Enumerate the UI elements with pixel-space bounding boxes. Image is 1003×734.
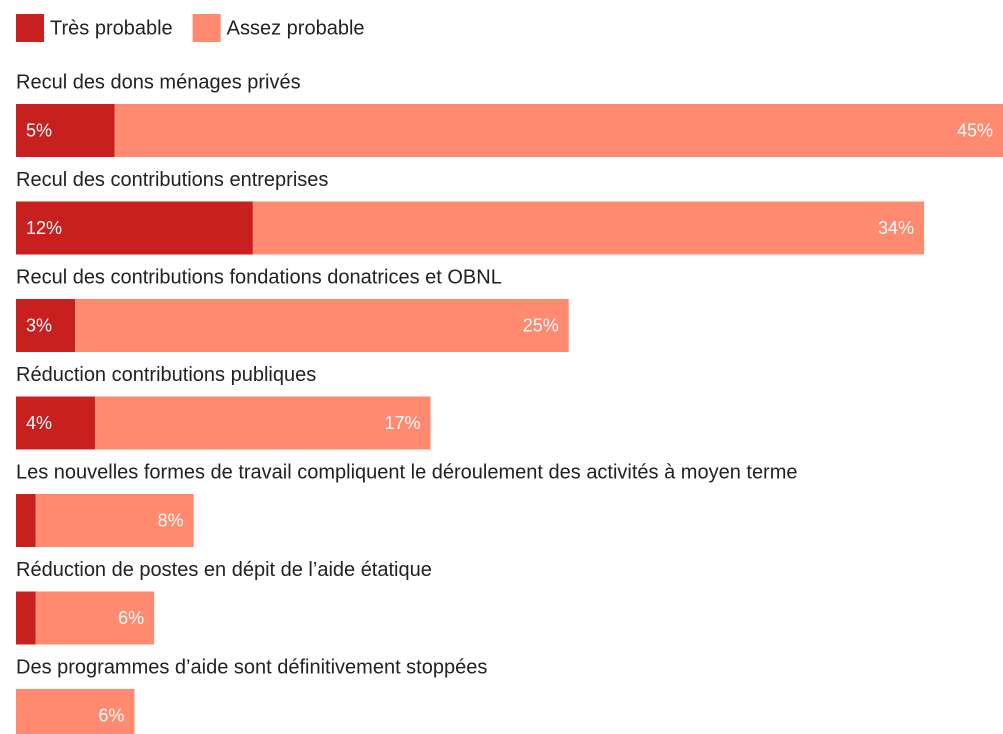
legend-label: Assez probable: [227, 17, 365, 39]
bar-segment: [16, 104, 115, 157]
category-label: Réduction contributions publiques: [16, 364, 316, 386]
bar-segment: [35, 494, 194, 547]
legend-label: Très probable: [50, 17, 173, 39]
bar-segment: [94, 396, 431, 450]
bar-segment: [16, 591, 36, 645]
category-label: Recul des contributions fondations donat…: [16, 266, 502, 288]
value-label: 5%: [26, 120, 52, 140]
bar-segment: [75, 299, 569, 352]
bar-segment: [16, 201, 253, 255]
value-label: 8%: [158, 510, 184, 530]
bar-segment: [114, 104, 1003, 157]
bar-segment: [16, 494, 36, 547]
value-label: 17%: [385, 413, 421, 433]
category-label: Recul des dons ménages privés: [16, 71, 301, 93]
legend-swatch: [16, 14, 44, 42]
value-label: 25%: [523, 315, 559, 335]
value-label: 6%: [98, 705, 124, 725]
value-label: 12%: [26, 218, 62, 238]
value-label: 4%: [26, 413, 52, 433]
category-label: Réduction de postes en dépit de l’aide é…: [16, 559, 432, 581]
category-label: Recul des contributions entreprises: [16, 169, 328, 191]
value-label: 45%: [957, 120, 993, 140]
category-label: Des programmes d’aide sont définitivemen…: [16, 656, 487, 678]
bar-segment: [16, 299, 76, 352]
bar-segment: [252, 201, 925, 255]
value-label: 34%: [878, 218, 914, 238]
bar-segment: [35, 591, 155, 645]
value-label: 6%: [118, 608, 144, 628]
value-label: 3%: [26, 315, 52, 335]
legend-swatch: [192, 14, 221, 42]
bar-segment: [16, 689, 135, 734]
category-label: Les nouvelles formes de travail compliqu…: [16, 461, 798, 483]
bar-segment: [16, 396, 95, 450]
